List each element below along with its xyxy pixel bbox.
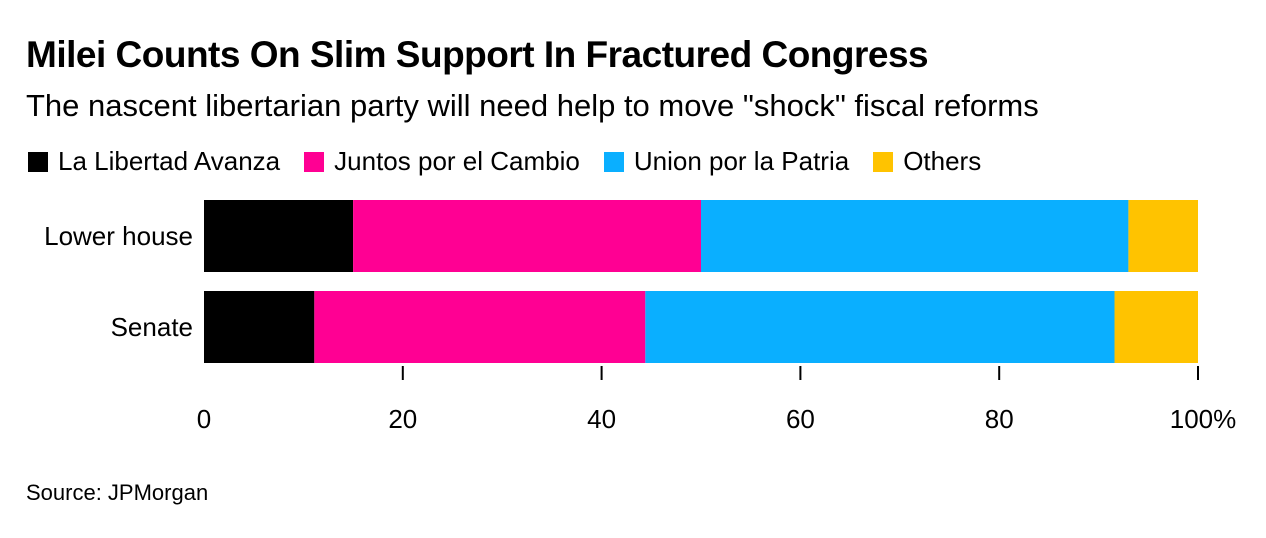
legend-swatch-juntos-por-el-cambio <box>304 151 325 172</box>
legend-item-juntos-por-el-cambio: Juntos por el Cambio <box>304 146 580 177</box>
legend-swatch-others <box>873 151 894 172</box>
legend-label-la-libertad-avanza: La Libertad Avanza <box>58 146 281 176</box>
legend-item-others: Others <box>873 146 981 177</box>
legend-item-union-por-la-patria: Union por la Patria <box>603 146 850 177</box>
chart-title: Milei Counts On Slim Support In Fracture… <box>26 34 929 75</box>
bar-segment-lower-house-juntos-por-el-cambio <box>353 200 701 272</box>
x-axis-tick-label-40: 40 <box>587 404 616 434</box>
x-axis-tick-label-100: 100% <box>1170 404 1237 434</box>
category-label-senate: Senate <box>111 312 193 342</box>
chart-subtitle: The nascent libertarian party will need … <box>26 88 1039 123</box>
legend-label-union-por-la-patria: Union por la Patria <box>633 146 850 176</box>
x-axis-tick-label-80: 80 <box>985 404 1014 434</box>
bar-segment-senate-union-por-la-patria <box>645 291 1115 363</box>
legend-swatch-la-libertad-avanza <box>28 151 48 172</box>
source-note: Source: JPMorgan <box>26 480 209 505</box>
bar-segment-senate-juntos-por-el-cambio <box>314 291 646 363</box>
bar-segment-senate-la-libertad-avanza <box>204 291 315 363</box>
bar-segment-senate-others <box>1114 291 1198 363</box>
bar-segment-lower-house-la-libertad-avanza <box>204 200 354 272</box>
bar-segment-lower-house-others <box>1128 200 1198 272</box>
bar-segment-lower-house-union-por-la-patria <box>701 200 1129 272</box>
chart-legend: La Libertad Avanza Juntos por el Cambio … <box>28 146 1005 177</box>
x-axis-tick-label-20: 20 <box>388 404 417 434</box>
legend-label-juntos-por-el-cambio: Juntos por el Cambio <box>334 146 580 176</box>
category-label-lower-house: Lower house <box>44 221 193 251</box>
legend-item-la-libertad-avanza: La Libertad Avanza <box>28 146 280 177</box>
x-axis-tick-label-0: 0 <box>197 404 211 434</box>
x-axis-tick-label-60: 60 <box>786 404 815 434</box>
legend-swatch-union-por-la-patria <box>603 151 624 172</box>
legend-label-others: Others <box>903 146 982 176</box>
